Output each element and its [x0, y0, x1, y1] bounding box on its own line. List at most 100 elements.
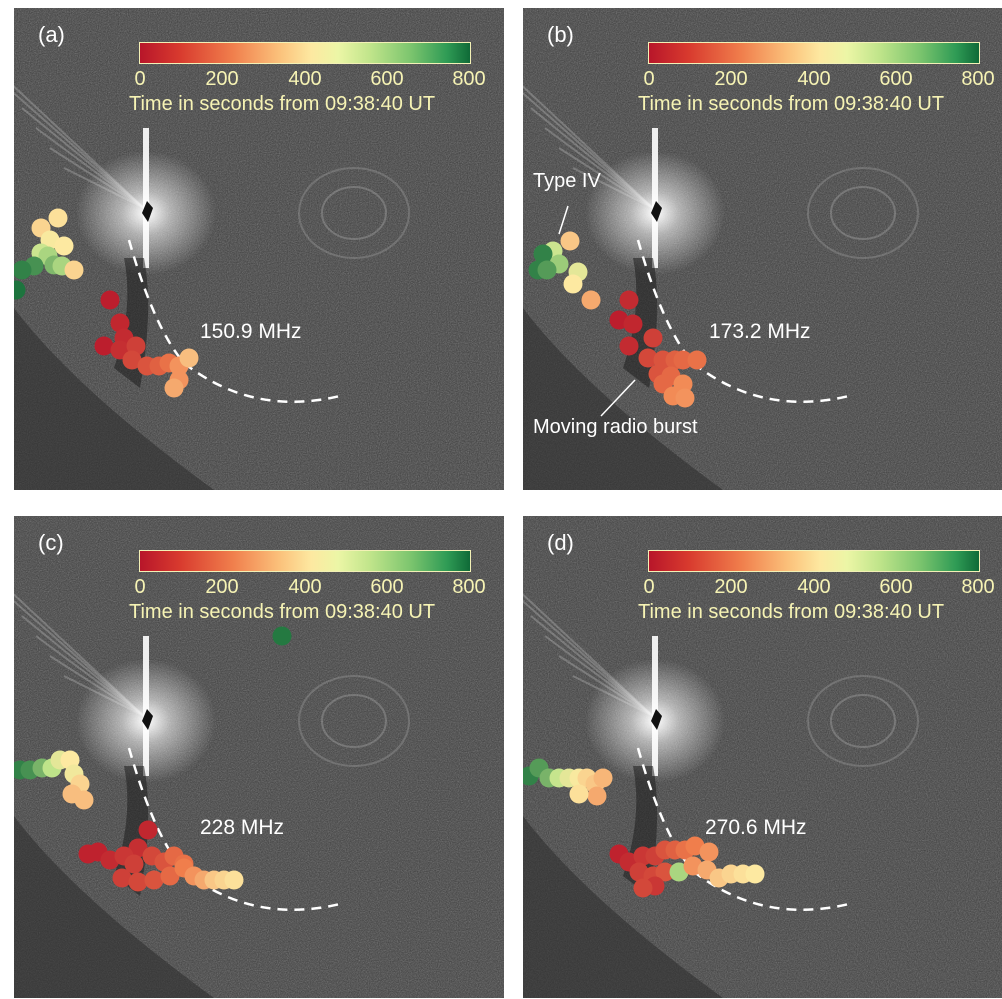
colorbar-tick: 400	[797, 576, 831, 598]
saturation-column	[143, 128, 149, 268]
active-region-loops	[830, 694, 896, 748]
radio-source-marker	[619, 336, 639, 356]
radio-source-marker	[122, 350, 142, 370]
solar-image	[523, 516, 1002, 998]
radio-source-marker	[112, 868, 132, 888]
colorbar	[139, 550, 471, 572]
radio-source-marker	[623, 314, 643, 334]
type-iv-annotation: Type IV	[533, 170, 601, 192]
colorbar-tick: 800	[452, 576, 486, 598]
solar-image	[14, 516, 504, 998]
saturation-column	[652, 128, 658, 268]
colorbar-tick: 800	[452, 68, 486, 90]
flare-kernel	[142, 201, 153, 222]
solar-limb	[523, 816, 723, 998]
colorbar-tick: 400	[288, 68, 322, 90]
colorbar-label: Time in seconds from 09:38:40 UT	[129, 601, 436, 623]
trajectory-curve	[636, 239, 854, 404]
frequency-label: 270.6 MHz	[705, 816, 807, 839]
panel-label: (b)	[547, 22, 574, 47]
radio-source-marker	[533, 244, 553, 264]
colorbar-tick: 600	[879, 68, 913, 90]
panel-label: (c)	[38, 530, 64, 555]
frequency-label: 228 MHz	[200, 816, 285, 839]
radio-source-marker	[699, 842, 719, 862]
radio-source-marker	[48, 208, 68, 228]
colorbar-tick: 0	[643, 68, 655, 90]
saturation-column	[143, 636, 149, 776]
solar-limb	[523, 308, 723, 490]
solar-image	[14, 8, 504, 490]
flare-kernel	[142, 709, 153, 730]
active-region-loops	[807, 675, 919, 767]
radio-source-marker	[633, 878, 653, 898]
radio-source-marker	[160, 866, 180, 886]
radio-source-marker	[14, 280, 26, 300]
colorbar-label: Time in seconds from 09:38:40 UT	[129, 93, 436, 115]
radio-source-marker	[593, 768, 613, 788]
active-region-loops	[830, 186, 896, 240]
radio-source-marker	[14, 260, 32, 280]
radio-source-marker	[581, 290, 601, 310]
colorbar-label: Time in seconds from 09:38:40 UT	[638, 601, 945, 623]
colorbar-tick: 200	[205, 576, 239, 598]
trajectory-curve	[127, 239, 345, 404]
radio-source-marker	[144, 870, 164, 890]
radio-source-marker	[560, 231, 580, 251]
solar-limb	[14, 308, 214, 490]
panel-label: (d)	[547, 530, 574, 555]
colorbar-tick: 800	[961, 576, 995, 598]
active-region-loops	[298, 675, 410, 767]
moving-burst-pointer	[600, 379, 636, 417]
radio-source-marker	[619, 290, 639, 310]
radio-source-marker	[638, 348, 658, 368]
solar-image	[523, 8, 1002, 490]
active-region-loops	[807, 167, 919, 259]
colorbar-tick: 0	[134, 576, 146, 598]
radio-source-marker	[94, 336, 114, 356]
colorbar-tick: 200	[205, 68, 239, 90]
radio-source-marker	[563, 274, 583, 294]
colorbar-label: Time in seconds from 09:38:40 UT	[638, 93, 945, 115]
radio-source-marker	[179, 348, 199, 368]
radio-source-marker	[224, 870, 244, 890]
colorbar-tick: 800	[961, 68, 995, 90]
radio-source-marker	[687, 350, 707, 370]
frequency-label: 150.9 MHz	[200, 320, 302, 343]
active-region-loops	[321, 694, 387, 748]
frequency-label: 173.2 MHz	[709, 320, 811, 343]
radio-source-marker	[643, 328, 663, 348]
colorbar-tick: 600	[370, 576, 404, 598]
radio-source-marker	[64, 260, 84, 280]
active-region-loops	[298, 167, 410, 259]
radio-source-marker	[537, 260, 557, 280]
trajectory-curve	[127, 747, 345, 912]
radio-source-marker	[78, 844, 98, 864]
radio-source-marker	[673, 350, 693, 370]
panel-b: (b) 0 200 400 600 800 Time in seconds fr…	[523, 8, 1002, 490]
trajectory-curve	[636, 747, 854, 912]
colorbar-tick: 400	[288, 576, 322, 598]
radio-source-marker	[100, 290, 120, 310]
colorbar-tick: 200	[714, 68, 748, 90]
radio-source-marker	[675, 388, 695, 408]
flare-kernel	[651, 709, 662, 730]
radio-source-marker	[54, 236, 74, 256]
radio-source-marker	[569, 784, 589, 804]
radio-source-marker	[74, 790, 94, 810]
radio-source-marker	[745, 864, 765, 884]
saturation-column	[652, 636, 658, 776]
colorbar-tick: 0	[643, 576, 655, 598]
colorbar-tick: 200	[714, 576, 748, 598]
panel-label: (a)	[38, 22, 65, 47]
radio-source-marker	[110, 313, 130, 333]
radio-source-marker	[128, 872, 148, 892]
colorbar-tick: 600	[879, 576, 913, 598]
colorbar-tick: 400	[797, 68, 831, 90]
radio-source-marker	[124, 854, 144, 874]
radio-source-marker	[138, 820, 158, 840]
panel-a: (a) 0 200 400 600 800 Time in seconds fr…	[14, 8, 504, 490]
panel-c: (c) 0 200 400 600 800 Time in seconds fr…	[14, 516, 504, 998]
flare-kernel	[651, 201, 662, 222]
moving-burst-annotation: Moving radio burst	[533, 416, 698, 438]
